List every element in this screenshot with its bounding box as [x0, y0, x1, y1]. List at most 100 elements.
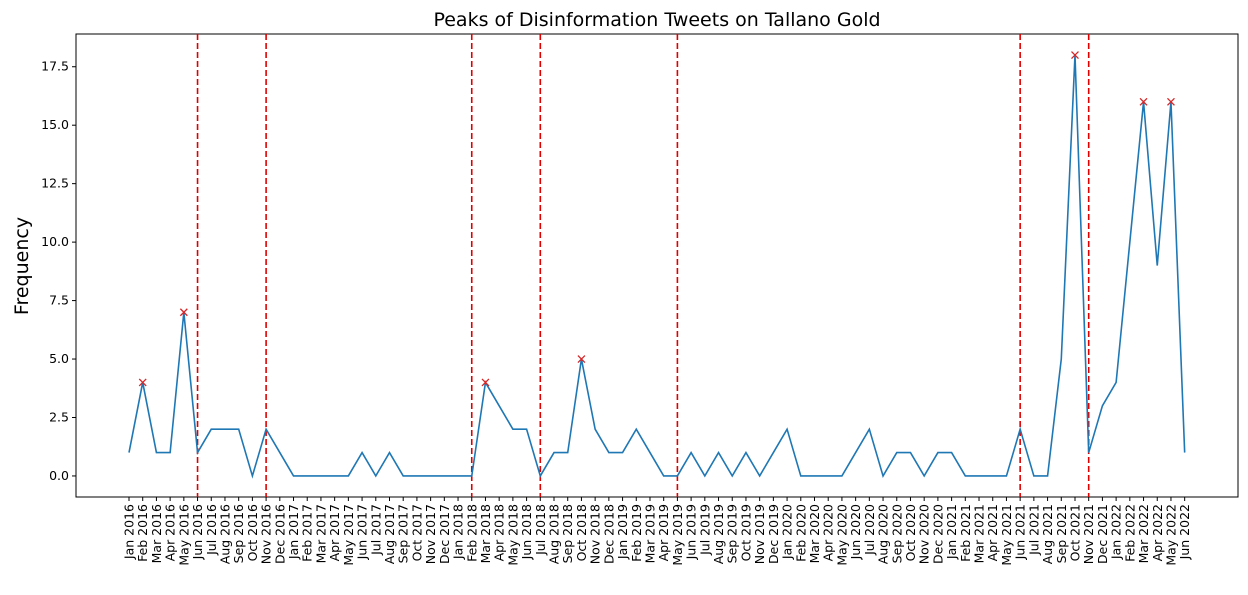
- x-tick-label: Oct 2020: [903, 504, 918, 561]
- x-tick-label: Mar 2020: [807, 504, 822, 563]
- x-tick-label: May 2016: [176, 504, 191, 566]
- y-tick-label: 2.5: [49, 409, 69, 424]
- x-tick-label: Jan 2016: [122, 504, 137, 560]
- x-tick-label: May 2021: [999, 504, 1014, 566]
- x-tick-label: Jan 2017: [286, 504, 301, 560]
- series-line: [128, 55, 1186, 479]
- x-tick-label: Nov 2020: [917, 504, 932, 564]
- y-tick-label: 17.5: [41, 59, 69, 74]
- x-tick-label: Jun 2017: [355, 504, 370, 560]
- x-tick-label: Jul 2021: [1026, 504, 1041, 556]
- peak-marker: [577, 355, 586, 363]
- x-tick-label: Apr 2019: [656, 504, 671, 561]
- x-tick-label: Feb 2021: [958, 504, 973, 562]
- x-tick-label: Sep 2018: [560, 504, 575, 563]
- x-tick-label: Jul 2018: [533, 504, 548, 556]
- x-tick-label: Nov 2016: [259, 504, 274, 564]
- peak-marker: [138, 378, 147, 387]
- x-tick-label: Feb 2019: [629, 504, 644, 562]
- y-tick-label: 7.5: [49, 293, 69, 308]
- x-tick-label: Dec 2021: [1095, 504, 1110, 564]
- x-tick-label: Apr 2017: [327, 504, 342, 561]
- y-tick-label: 12.5: [41, 176, 69, 191]
- x-tick-label: Jun 2022: [1177, 504, 1192, 560]
- x-tick-label: Sep 2020: [889, 504, 904, 563]
- x-tick-label: Dec 2019: [766, 504, 781, 564]
- x-tick-label: Mar 2021: [972, 504, 987, 563]
- x-tick-label: Dec 2020: [930, 504, 945, 564]
- x-tick-label: Sep 2021: [1054, 504, 1069, 563]
- x-tick-label: Feb 2017: [300, 504, 315, 562]
- x-tick-label: Dec 2018: [601, 504, 616, 564]
- x-tick-label: Apr 2016: [163, 504, 178, 561]
- x-tick-label: Nov 2019: [752, 504, 767, 564]
- peak-marker: [179, 308, 188, 317]
- x-tick-label: Aug 2016: [217, 504, 232, 564]
- x-tick-label: Jun 2016: [190, 504, 205, 560]
- peak-marker: [1139, 97, 1148, 106]
- x-tick-label: Dec 2016: [272, 504, 287, 564]
- x-tick-label: Oct 2016: [245, 504, 260, 561]
- x-tick-label: Apr 2018: [492, 504, 507, 561]
- x-tick-label: Aug 2019: [711, 504, 726, 564]
- peak-marker: [1071, 51, 1079, 60]
- y-axis-label: Frequency: [11, 217, 33, 315]
- x-tick-label: Feb 2016: [135, 504, 150, 562]
- x-tick-label: Jul 2020: [862, 504, 877, 556]
- x-tick-label: May 2022: [1163, 504, 1178, 566]
- x-tick-label: Feb 2020: [793, 504, 808, 562]
- x-tick-label: Nov 2018: [588, 504, 603, 564]
- x-tick-label: Mar 2016: [149, 504, 164, 563]
- x-tick-label: Mar 2018: [478, 504, 493, 563]
- x-tick-label: May 2020: [834, 504, 849, 566]
- x-tick-label: Jun 2019: [684, 504, 699, 560]
- x-tick-label: Jan 2019: [615, 504, 630, 560]
- x-tick-label: Sep 2017: [396, 504, 411, 563]
- x-tick-label: Aug 2020: [876, 504, 891, 564]
- x-tick-label: Feb 2018: [464, 504, 479, 562]
- y-tick-label: 10.0: [41, 234, 69, 249]
- x-tick-label: Mar 2017: [313, 504, 328, 563]
- x-tick-label: Apr 2022: [1150, 504, 1165, 561]
- x-tick-label: Oct 2018: [574, 504, 589, 561]
- x-tick-label: Nov 2021: [1081, 504, 1096, 564]
- x-tick-label: Oct 2019: [738, 504, 753, 561]
- x-tick-label: Aug 2017: [382, 504, 397, 564]
- x-tick-label: Jun 2018: [519, 504, 534, 560]
- x-tick-label: May 2017: [341, 504, 356, 566]
- x-tick-label: Nov 2017: [423, 504, 438, 564]
- x-tick-label: Oct 2021: [1067, 504, 1082, 561]
- y-tick-label: 15.0: [41, 117, 69, 132]
- x-tick-label: Dec 2017: [437, 504, 452, 564]
- plot-frame: [75, 33, 1239, 498]
- peak-marker: [481, 378, 490, 387]
- x-tick-label: May 2018: [505, 504, 520, 566]
- x-tick-label: May 2019: [670, 504, 685, 566]
- chart-title: Peaks of Disinformation Tweets on Tallan…: [433, 9, 880, 31]
- x-tick-label: Jan 2020: [780, 504, 795, 560]
- x-tick-label: Sep 2019: [725, 504, 740, 563]
- x-tick-label: Aug 2018: [547, 504, 562, 564]
- x-tick-label: Jan 2018: [451, 504, 466, 560]
- x-tick-label: Jun 2021: [1013, 504, 1028, 560]
- x-tick-label: Oct 2017: [409, 504, 424, 561]
- x-tick-label: Jan 2021: [944, 504, 959, 560]
- x-tick-label: Jul 2017: [368, 504, 383, 556]
- y-tick-label: 0.0: [49, 468, 69, 483]
- x-tick-label: Jun 2020: [848, 504, 863, 560]
- y-tick-label: 5.0: [49, 351, 69, 366]
- x-tick-label: Jul 2019: [697, 504, 712, 556]
- peak-marker: [1167, 97, 1175, 106]
- x-tick-label: Mar 2019: [642, 504, 657, 563]
- x-tick-label: Jan 2022: [1109, 504, 1124, 560]
- x-tick-label: Sep 2016: [231, 504, 246, 563]
- x-tick-label: Apr 2020: [821, 504, 836, 561]
- x-tick-label: Jul 2016: [204, 504, 219, 556]
- x-tick-label: Apr 2021: [985, 504, 1000, 561]
- x-tick-label: Mar 2022: [1136, 504, 1151, 563]
- x-tick-label: Aug 2021: [1040, 504, 1055, 564]
- x-tick-label: Feb 2022: [1122, 504, 1137, 562]
